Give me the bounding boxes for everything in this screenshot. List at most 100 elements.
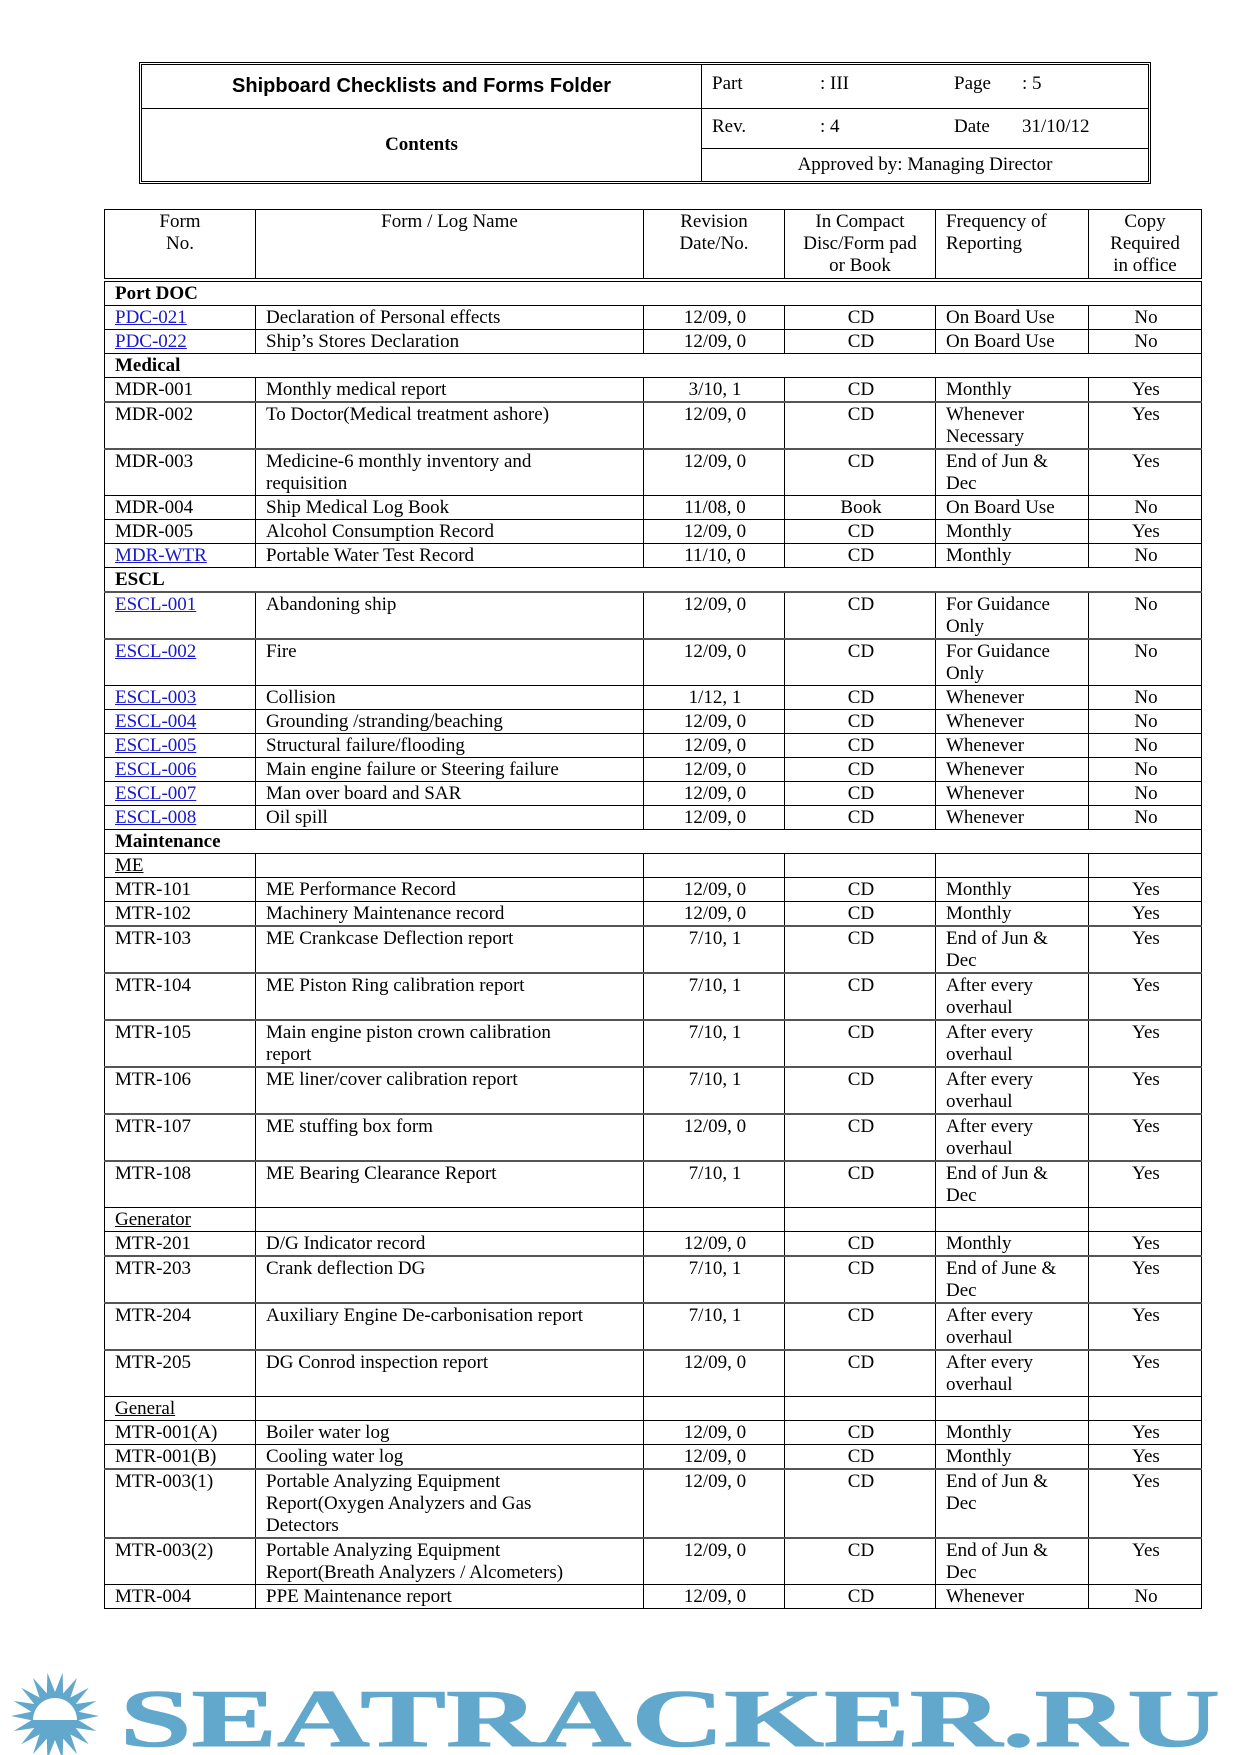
table-row: MTR-003(2) Portable Analyzing Equipment R… — [104, 1537, 1202, 1585]
cell-frequency: Monthly — [935, 543, 1089, 568]
document-title: Shipboard Checklists and Forms Folder — [142, 65, 702, 109]
cell-revision: 12/09, 0 — [643, 757, 785, 782]
cell-form-no: MTR-106 — [104, 1066, 256, 1115]
form-link[interactable]: ESCL-003 — [115, 687, 197, 708]
cell-frequency: Whenever — [935, 685, 1089, 710]
cell-copy-required: Yes — [1088, 401, 1202, 450]
cell-copy-required: No — [1088, 757, 1202, 782]
table-row: MTR-102 Machinery Maintenance record 12/09… — [104, 901, 1202, 927]
table-row: PDC-021 Declaration of Personal effects 12… — [104, 305, 1202, 330]
empty-cell — [643, 853, 785, 878]
cell-revision: 12/09, 0 — [643, 1420, 785, 1445]
empty-cell — [255, 853, 644, 878]
cell-form-no: ESCL-003 — [104, 685, 256, 710]
cell-media: CD — [784, 638, 936, 686]
cell-media: CD — [784, 709, 936, 734]
form-link[interactable]: ESCL-008 — [115, 807, 197, 828]
form-link[interactable]: PDC-022 — [115, 331, 187, 352]
table-row: ESCL-003 Collision 1/12, 1 CD Whenever No — [104, 685, 1202, 710]
cell-media: CD — [784, 781, 936, 806]
form-link[interactable]: ESCL-001 — [115, 594, 197, 615]
form-link[interactable]: ESCL-004 — [115, 711, 197, 732]
empty-cell — [784, 853, 936, 878]
cell-copy-required: Yes — [1088, 1113, 1202, 1162]
cell-form-name: Auxiliary Engine De-carbonisation report — [255, 1302, 644, 1351]
cell-frequency: Monthly — [935, 901, 1089, 927]
cell-form-name: Collision — [255, 685, 644, 710]
cell-form-no: MTR-205 — [104, 1349, 256, 1397]
cell-media: CD — [784, 1537, 936, 1585]
cell-form-no: MTR-203 — [104, 1255, 256, 1304]
cell-copy-required: Yes — [1088, 1160, 1202, 1208]
cell-copy-required: Yes — [1088, 1019, 1202, 1068]
cell-form-no: MDR-004 — [104, 495, 256, 520]
rev-date-row: Rev. : 4 Date 31/10/12 — [702, 109, 1148, 149]
part-label: Part — [712, 73, 743, 94]
cell-form-no: MTR-108 — [104, 1160, 256, 1208]
form-link[interactable]: ESCL-006 — [115, 759, 197, 780]
cell-revision: 1/12, 1 — [643, 685, 785, 710]
cell-copy-required: No — [1088, 495, 1202, 520]
cell-form-name: Ship’s Stores Declaration — [255, 329, 644, 354]
page-value: : 5 — [1022, 73, 1042, 94]
cell-frequency: After every overhaul — [935, 1302, 1089, 1351]
form-link[interactable]: MDR-WTR — [115, 545, 207, 566]
cell-frequency: Whenever Necessary — [935, 401, 1089, 450]
form-link[interactable]: ESCL-007 — [115, 783, 197, 804]
cell-frequency: End of June & Dec — [935, 1255, 1089, 1304]
table-row: MDR-004 Ship Medical Log Book 11/08, 0 Book… — [104, 495, 1202, 520]
cell-frequency: End of Jun & Dec — [935, 1160, 1089, 1208]
cell-copy-required: Yes — [1088, 377, 1202, 403]
seatracker-watermark: SEATRACKER.RU — [11, 1673, 1221, 1755]
cell-form-name: Crank deflection DG — [255, 1255, 644, 1304]
table-row: MTR-106 ME liner/cover calibration report… — [104, 1066, 1202, 1115]
cell-form-name: Man over board and SAR — [255, 781, 644, 806]
cell-copy-required: No — [1088, 733, 1202, 758]
cell-copy-required: Yes — [1088, 519, 1202, 544]
empty-cell — [1088, 1396, 1202, 1421]
cell-media: CD — [784, 685, 936, 710]
cell-frequency: Whenever — [935, 733, 1089, 758]
form-link[interactable]: ESCL-005 — [115, 735, 197, 756]
cell-form-no: MDR-WTR — [104, 543, 256, 568]
table-row: MTR-107 ME stuffing box form 12/09, 0 CD Aft… — [104, 1113, 1202, 1162]
cell-media: CD — [784, 305, 936, 330]
form-link[interactable]: ESCL-002 — [115, 641, 197, 662]
cell-frequency: After every overhaul — [935, 972, 1089, 1021]
cell-frequency: Monthly — [935, 519, 1089, 544]
cell-revision: 12/09, 0 — [643, 805, 785, 830]
column-header-media: In Compact Disc/Form pad or Book — [784, 209, 936, 282]
form-link[interactable]: PDC-021 — [115, 307, 187, 328]
cell-media: CD — [784, 757, 936, 782]
table-row: MDR-WTR Portable Water Test Record 11/10, … — [104, 543, 1202, 568]
cell-form-no: MTR-004 — [104, 1584, 256, 1609]
cell-revision: 12/09, 0 — [643, 733, 785, 758]
cell-form-no: MTR-001(A) — [104, 1420, 256, 1445]
cell-copy-required: Yes — [1088, 1537, 1202, 1585]
cell-copy-required: No — [1088, 805, 1202, 830]
cell-form-no: MTR-107 — [104, 1113, 256, 1162]
table-row: MTR-105 Main engine piston crown calibrat… — [104, 1019, 1202, 1068]
empty-cell — [255, 1207, 644, 1232]
cell-form-name: Main engine failure or Steering failure — [255, 757, 644, 782]
cell-copy-required: Yes — [1088, 1231, 1202, 1257]
cell-revision: 12/09, 0 — [643, 1468, 785, 1539]
empty-cell — [643, 1396, 785, 1421]
table-row: ESCL-006 Main engine failure or Steering … — [104, 757, 1202, 782]
cell-copy-required: No — [1088, 709, 1202, 734]
document-header: Shipboard Checklists and Forms Folder Co… — [139, 62, 1151, 184]
cell-media: CD — [784, 519, 936, 544]
column-header-frequency: Frequency of Reporting — [935, 209, 1089, 282]
cell-copy-required: Yes — [1088, 1349, 1202, 1397]
cell-revision: 12/09, 0 — [643, 638, 785, 686]
cell-frequency: End of Jun & Dec — [935, 1537, 1089, 1585]
cell-media: CD — [784, 901, 936, 927]
empty-cell — [784, 1207, 936, 1232]
table-row: ESCL-002 Fire 12/09, 0 CD For Guidance Only N… — [104, 638, 1202, 686]
cell-form-no: ESCL-004 — [104, 709, 256, 734]
cell-form-name: To Doctor(Medical treatment ashore) — [255, 401, 644, 450]
section-heading: Port DOC — [104, 279, 1202, 306]
cell-copy-required: No — [1088, 543, 1202, 568]
table-row: MDR-002 To Doctor(Medical treatment ashor… — [104, 401, 1202, 450]
cell-form-name: Main engine piston crown calibration rep… — [255, 1019, 644, 1068]
